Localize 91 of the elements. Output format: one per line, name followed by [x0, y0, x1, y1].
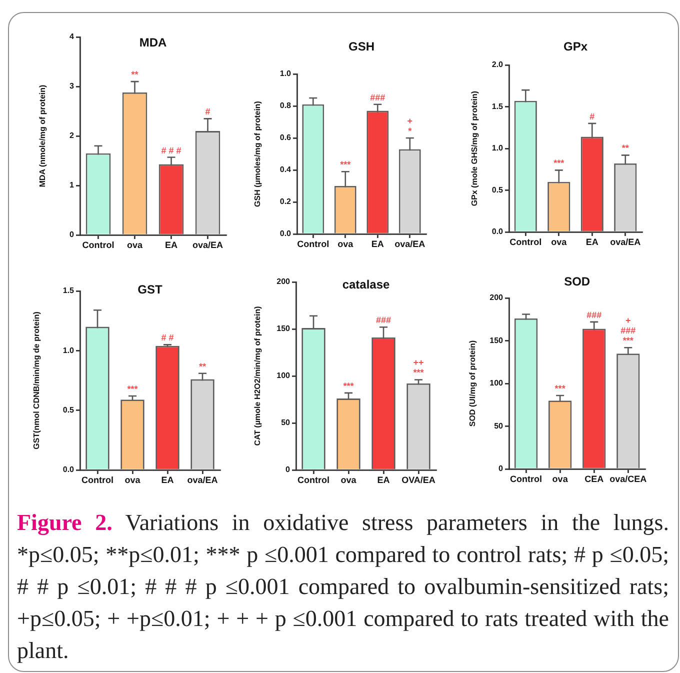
annotation: # # #: [161, 145, 182, 156]
y-tick-label: 1: [70, 180, 75, 190]
x-tick-label: ova: [126, 240, 144, 250]
y-axis-title: CAT (µmole H2O2/min/mg of protein): [253, 306, 262, 446]
y-tick-label: 100: [276, 371, 291, 380]
chart-title: GSH: [348, 39, 375, 54]
y-tick-label: 0: [286, 465, 291, 474]
x-tick-label: ova/CEA: [610, 474, 648, 484]
annotation: *: [408, 126, 412, 136]
x-tick-label: Control: [82, 240, 114, 250]
annotation: ***: [554, 158, 565, 168]
y-tick-label: 0.5: [62, 406, 75, 415]
annotation: **: [198, 361, 206, 372]
annotation: +: [407, 116, 413, 126]
annotation: ###: [586, 310, 602, 320]
y-tick-label: 0.6: [280, 133, 292, 142]
annotation: ***: [554, 383, 566, 394]
x-tick-label: OVA/EA: [402, 474, 436, 485]
y-tick-label: 3: [70, 82, 75, 91]
y-tick-label: 0.5: [492, 185, 504, 194]
chart-title: SOD: [564, 274, 590, 288]
y-tick-label: 0.4: [280, 165, 292, 174]
y-tick-label: 1.0: [492, 144, 504, 153]
chart-title: GST: [138, 282, 163, 296]
annotation: # #: [161, 332, 174, 343]
x-tick-label: Control: [298, 474, 330, 485]
y-tick-label: 0: [70, 230, 75, 240]
text: Variations in oxidative stress parameters in the lungs.: [125, 510, 669, 535]
chart-title: catalase: [342, 277, 390, 292]
annotation: +: [626, 316, 631, 326]
y-tick-label: 2.0: [492, 60, 504, 70]
y-tick-label: 150: [490, 336, 504, 345]
x-tick-label: Control: [82, 474, 114, 485]
x-tick-label: ova: [551, 236, 568, 247]
y-tick-label: 0.0: [62, 465, 75, 474]
y-axis-title: SOD (UI/mg of protein): [468, 340, 478, 427]
x-tick-label: ova/EA: [394, 238, 426, 249]
y-tick-label: 0.0: [280, 229, 292, 238]
y-tick-label: 1.0: [62, 346, 75, 355]
y-tick-label: 0.2: [280, 197, 292, 206]
y-tick-label: 0.0: [492, 227, 504, 236]
x-tick-label: Control: [510, 474, 542, 484]
y-tick-label: 50: [281, 418, 291, 428]
annotation: ###: [370, 92, 386, 102]
annotation: #: [205, 106, 210, 117]
annotation: ***: [343, 380, 354, 391]
annotation: ***: [622, 336, 634, 346]
y-tick-label: 200: [490, 293, 504, 302]
x-tick-label: ova: [124, 474, 142, 485]
y-tick-label: 2: [70, 131, 75, 140]
x-tick-label: ova/EA: [610, 236, 642, 247]
y-tick-label: 1.0: [280, 69, 292, 78]
y-axis-title: GST(nmol CDNB/min/mg de protein): [32, 311, 42, 450]
annotation: ***: [127, 384, 138, 394]
y-axis-title: MDA (nmole/mg of protein): [38, 84, 48, 188]
x-tick-label: ova: [338, 238, 354, 249]
y-tick-label: 50: [494, 421, 504, 430]
y-axis-title: GPx (mole GHS/mg of protein): [470, 90, 480, 206]
chart-title: MDA: [139, 35, 167, 50]
y-tick-label: 1.5: [62, 286, 75, 296]
annotation: #: [590, 111, 595, 122]
annotation: ++: [413, 358, 424, 368]
text: Figure 2.: [17, 510, 112, 535]
y-axis-title: GSH (µmoles/mg of protein): [253, 100, 262, 207]
text: *p≤0.05; **p≤0.01; *** p ≤0.001 compared to control rats; # p ≤0.05; # # p ≤0.01; # # # p ≤0.001 compared to ovalbumin-sensitized rats; +p≤0.05; + +p≤0.01; + + + p ≤0.001 compared to rats treated with the plant.: [17, 541, 669, 665]
y-tick-label: 0: [498, 464, 504, 474]
x-tick-label: EA: [377, 474, 390, 485]
x-tick-label: ova: [340, 474, 358, 485]
y-tick-label: 0.8: [280, 101, 292, 110]
y-tick-label: 200: [276, 277, 291, 286]
x-tick-label: Control: [510, 236, 542, 247]
chart-title: GPx: [563, 39, 588, 54]
x-tick-label: ova/EA: [192, 240, 224, 250]
x-tick-label: EA: [164, 240, 178, 250]
x-tick-label: CEA: [584, 474, 604, 484]
x-tick-label: EA: [586, 236, 599, 247]
annotation: ###: [376, 315, 392, 326]
x-tick-label: Control: [297, 238, 330, 249]
y-tick-label: 100: [490, 378, 504, 388]
x-tick-label: EA: [161, 474, 174, 485]
y-tick-label: 150: [276, 324, 291, 334]
annotation: ###: [620, 326, 636, 336]
x-tick-label: EA: [371, 238, 384, 249]
y-tick-label: 4: [70, 32, 75, 42]
annotation: **: [622, 143, 630, 154]
annotation: **: [131, 70, 139, 80]
annotation: ***: [413, 368, 424, 378]
annotation: ***: [340, 160, 352, 170]
x-tick-label: ova: [552, 474, 569, 484]
y-tick-label: 1.5: [492, 102, 504, 111]
x-tick-label: ova/EA: [187, 474, 218, 485]
